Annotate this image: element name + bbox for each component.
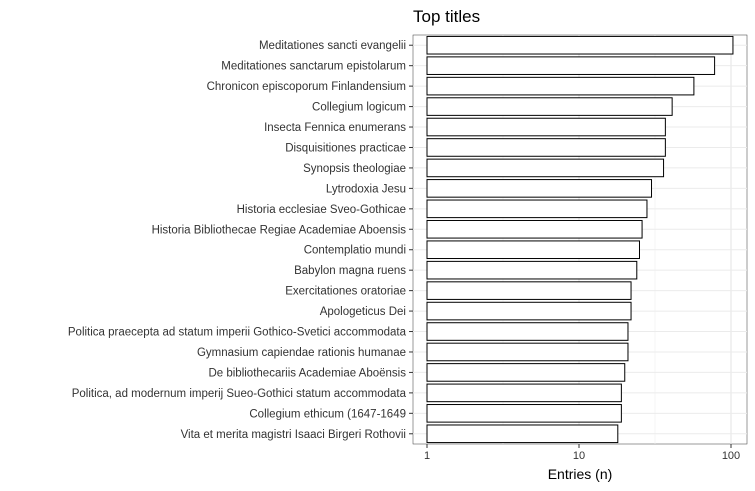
x-axis: 1 10 100 <box>424 444 740 462</box>
bar <box>426 97 673 116</box>
category-axis: Meditationes sancti evangelii Meditatione… <box>68 40 413 441</box>
category-label: Collegium logicum <box>312 102 406 114</box>
category-label: Historia ecclesiae Sveo-Gothicae <box>237 204 406 216</box>
category-label: Contemplatio mundi <box>304 245 406 257</box>
bar <box>426 342 629 362</box>
bar <box>426 199 648 219</box>
bar <box>426 117 666 137</box>
bar <box>426 219 643 239</box>
bar <box>426 260 638 280</box>
plot-panel <box>412 34 748 445</box>
bars <box>426 35 734 444</box>
category-label: Exercitationes oratoriae <box>285 286 406 298</box>
category-label: Gymnasium capiendae rationis humanae <box>197 347 406 359</box>
bar <box>426 322 629 341</box>
category-label: Lytrodoxia Jesu <box>326 183 406 195</box>
bar <box>426 240 640 260</box>
category-label: Synopsis theologiae <box>303 163 406 175</box>
x-tick-label: 100 <box>722 450 740 462</box>
category-label: Politica praecepta ad statum imperii Got… <box>68 327 407 339</box>
category-label: Disquisitiones practicae <box>285 142 406 154</box>
category-label: Meditationes sancti evangelii <box>259 40 406 52</box>
bar <box>426 301 632 321</box>
bar <box>426 138 666 157</box>
bar <box>426 158 665 178</box>
bar <box>426 424 619 444</box>
bar <box>426 179 653 198</box>
category-label: Chronicon episcoporum Finlandensium <box>207 81 406 93</box>
bar <box>426 76 695 96</box>
category-label: Historia Bibliothecae Regiae Academiae A… <box>152 224 407 236</box>
category-label: Vita et merita magistri Isaaci Birgeri R… <box>181 429 406 441</box>
bar <box>426 383 622 403</box>
x-tick-label: 1 <box>424 450 430 462</box>
chart-title: Top titles <box>413 7 480 26</box>
bar <box>426 56 716 75</box>
category-label: Babylon magna ruens <box>294 265 406 277</box>
category-label: Insecta Fennica enumerans <box>264 122 406 134</box>
category-label: Collegium ethicum (1647-1649 <box>249 408 406 420</box>
category-label: De bibliothecariis Academiae Aboënsis <box>208 367 406 379</box>
category-label: Politica, ad modernum imperij Sueo-Gothi… <box>72 388 407 400</box>
category-label: Meditationes sanctarum epistolarum <box>221 61 406 73</box>
category-label: Apologeticus Dei <box>320 306 406 318</box>
bar <box>426 404 622 423</box>
bar <box>426 281 632 300</box>
x-axis-title: Entries (n) <box>548 466 613 482</box>
x-tick-label: 10 <box>573 450 585 462</box>
bar <box>426 35 734 55</box>
bar <box>426 363 626 382</box>
